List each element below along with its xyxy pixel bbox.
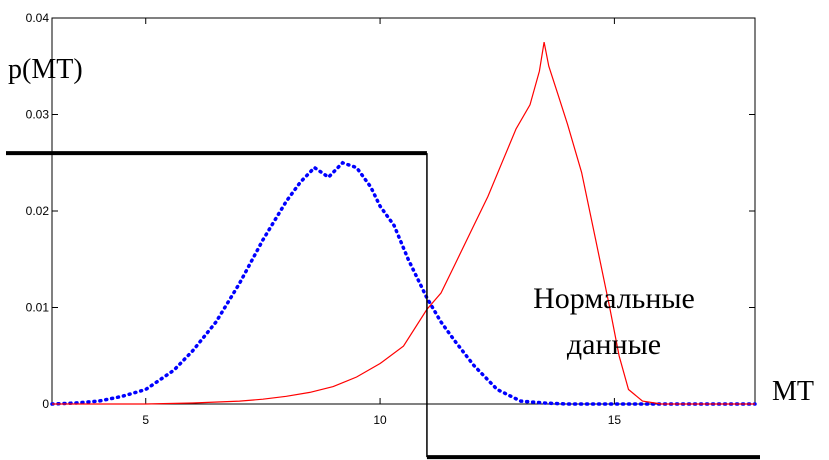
y-axis-title: p(MT)	[8, 54, 83, 85]
x-tick-label-2: 15	[608, 413, 622, 427]
series-1-line	[52, 41, 755, 405]
annotation-line-1: Нормальные	[533, 282, 695, 315]
x-axis-title: MT	[772, 376, 814, 407]
annotation-line-2: данные	[567, 328, 661, 361]
y-tick-label-1: 0.01	[26, 301, 50, 315]
y-tick-label-4: 0.04	[26, 11, 50, 25]
x-tick-label-0: 5	[142, 413, 149, 427]
y-tick-label-3: 0.03	[26, 108, 50, 122]
x-tick-label-1: 10	[373, 413, 387, 427]
y-tick-label-2: 0.02	[26, 204, 50, 218]
y-tick-label-0: 0	[42, 397, 49, 411]
